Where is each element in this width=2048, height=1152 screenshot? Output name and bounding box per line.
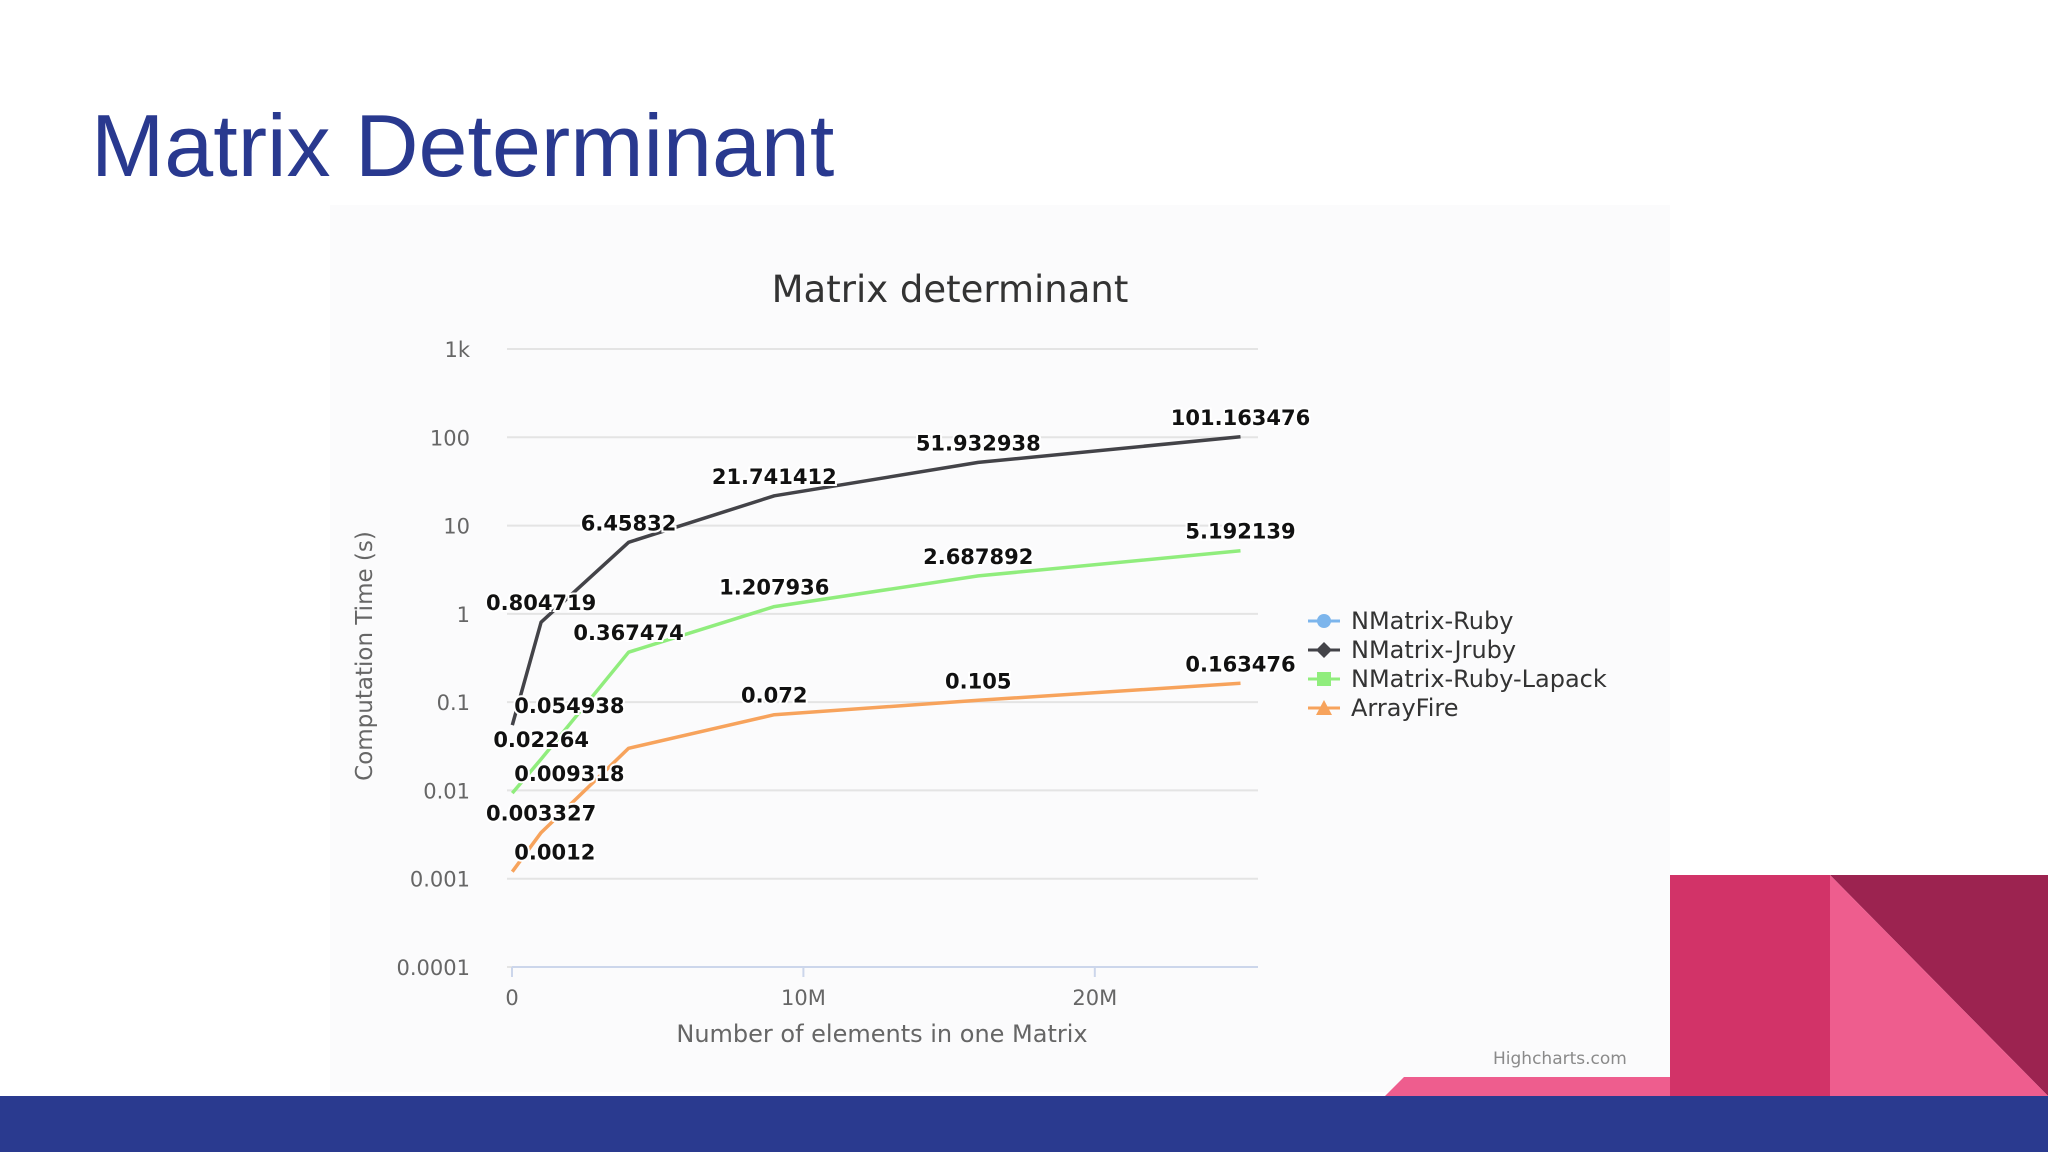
data-label: 0.072 — [741, 684, 807, 708]
grid-lines — [507, 348, 1258, 968]
series-lines — [510, 435, 1241, 873]
data-label: 2.687892 — [923, 545, 1033, 569]
y-tick-label: 1k — [444, 338, 470, 362]
data-label: 51.932938 — [916, 431, 1041, 455]
series-line-arrayfire — [510, 681, 1241, 873]
y-tick-label: 1 — [457, 603, 470, 627]
legend-marker-diamond — [1316, 642, 1332, 658]
data-label: 0.367474 — [573, 621, 683, 645]
x-tick-label: 10M — [781, 986, 826, 1010]
highcharts-credit[interactable]: Highcharts.com — [1493, 1049, 1627, 1069]
y-tick-label: 0.001 — [410, 868, 470, 892]
data-label: 0.0012 — [514, 841, 595, 865]
data-label: 21.741412 — [712, 465, 837, 489]
y-axis-title: Computation Time (s) — [352, 531, 378, 781]
data-label: 0.02264 — [493, 728, 589, 752]
legend-item-label[interactable]: ArrayFire — [1351, 694, 1458, 722]
legend: NMatrix-RubyNMatrix-JrubyNMatrix-Ruby-La… — [1308, 607, 1607, 722]
y-tick-label: 0.0001 — [397, 956, 470, 980]
data-label: 5.192139 — [1185, 520, 1295, 544]
data-label: 0.009318 — [514, 762, 624, 786]
data-label: 101.163476 — [1171, 406, 1310, 430]
chart-panel — [330, 205, 1670, 1092]
footer-bar — [0, 1096, 2048, 1152]
series-line-nmatrix-ruby-lapack — [510, 548, 1241, 795]
x-tick-label: 0 — [505, 986, 518, 1010]
legend-marker-square — [1317, 672, 1331, 686]
legend-marker-triangle — [1316, 700, 1332, 715]
legend-item-label[interactable]: NMatrix-Ruby-Lapack — [1351, 665, 1607, 693]
data-label: 0.105 — [945, 669, 1011, 693]
y-tick-label: 100 — [430, 426, 470, 450]
data-label: 0.804719 — [486, 591, 596, 615]
legend-item-label[interactable]: NMatrix-Jruby — [1351, 636, 1516, 664]
data-label: 0.163476 — [1185, 652, 1295, 676]
legend-item-label[interactable]: NMatrix-Ruby — [1351, 607, 1513, 635]
slide-title: Matrix Determinant — [91, 96, 835, 195]
data-label: 0.054938 — [514, 694, 624, 718]
chart-title: Matrix determinant — [772, 268, 1129, 311]
data-label: 0.003327 — [486, 802, 596, 826]
y-tick-label: 10 — [443, 515, 470, 539]
data-label: 6.45832 — [581, 511, 677, 535]
x-tick-label: 20M — [1072, 986, 1117, 1010]
y-tick-label: 0.1 — [437, 691, 470, 715]
axes: 0.0001 0.001 0.01 0.1 1 10 100 1k 0 10M 20M — [397, 338, 1258, 1010]
data-label: 1.207936 — [719, 576, 829, 600]
x-axis-title: Number of elements in one Matrix — [676, 1020, 1087, 1048]
series-line-nmatrix-jruby — [510, 435, 1241, 726]
y-tick-label: 0.01 — [423, 779, 470, 803]
data-labels: 0.054938 0.804719 6.45832 21.741412 51.93293… — [484, 404, 1312, 867]
legend-marker-circle — [1317, 614, 1331, 628]
